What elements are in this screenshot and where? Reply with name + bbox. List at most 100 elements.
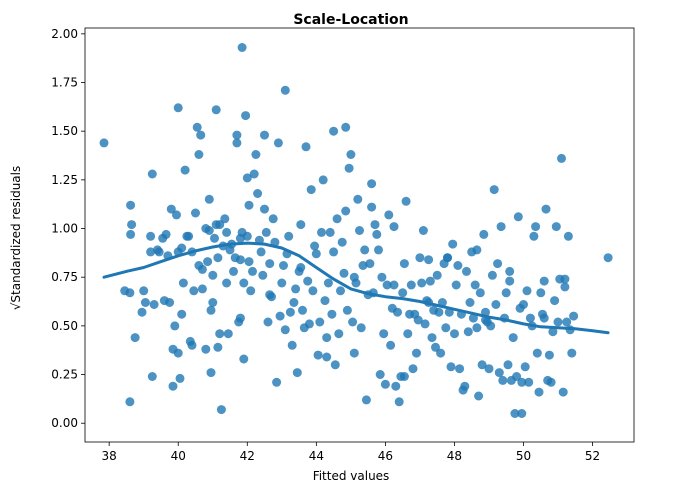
data-point xyxy=(187,340,197,350)
data-point xyxy=(154,247,164,257)
x-tick-label: 48 xyxy=(447,449,462,463)
data-point xyxy=(427,333,437,343)
data-point xyxy=(235,313,245,323)
data-point xyxy=(310,241,320,251)
data-point xyxy=(178,278,188,288)
data-point xyxy=(446,362,456,372)
data-point xyxy=(258,270,268,280)
data-point xyxy=(525,313,535,323)
data-point xyxy=(296,263,306,272)
data-point xyxy=(301,142,311,152)
data-point xyxy=(241,111,251,121)
x-tick-label: 52 xyxy=(585,449,600,463)
data-point xyxy=(412,348,421,358)
data-point xyxy=(192,122,202,132)
data-point xyxy=(425,276,435,286)
data-point xyxy=(399,259,409,269)
data-point xyxy=(308,286,318,296)
data-point xyxy=(558,387,568,397)
data-point xyxy=(374,245,383,255)
y-tick-label: 0.75 xyxy=(51,270,78,284)
data-point xyxy=(532,348,542,358)
data-point xyxy=(408,364,418,374)
data-point xyxy=(557,153,566,163)
data-point xyxy=(249,169,259,179)
data-point xyxy=(239,354,249,364)
data-point xyxy=(498,375,508,385)
data-point xyxy=(367,202,377,212)
data-point xyxy=(339,268,349,278)
data-point xyxy=(379,329,389,339)
data-point xyxy=(201,344,211,354)
data-point xyxy=(263,317,273,327)
data-point xyxy=(370,220,380,230)
data-point xyxy=(323,278,333,288)
data-point xyxy=(191,208,200,218)
data-point xyxy=(386,340,396,350)
data-point xyxy=(334,329,344,339)
data-point xyxy=(265,259,275,269)
data-point xyxy=(99,138,109,148)
data-point xyxy=(280,325,290,335)
data-point xyxy=(560,282,570,292)
data-point xyxy=(184,231,194,241)
data-point xyxy=(434,307,444,317)
data-point xyxy=(275,311,285,321)
data-point xyxy=(560,274,570,284)
data-point xyxy=(291,284,301,294)
data-point xyxy=(329,126,339,136)
data-point xyxy=(443,253,452,263)
data-point xyxy=(260,204,269,214)
data-point xyxy=(277,278,287,288)
data-point xyxy=(344,163,354,173)
data-point xyxy=(325,227,335,237)
data-point xyxy=(501,288,511,298)
data-point xyxy=(351,278,361,288)
data-point xyxy=(125,288,135,298)
data-point xyxy=(394,397,404,407)
data-point xyxy=(265,290,275,300)
data-point xyxy=(125,397,135,407)
data-point xyxy=(341,122,351,132)
data-point xyxy=(493,259,503,269)
data-point xyxy=(215,329,225,339)
data-point xyxy=(284,231,294,241)
data-point xyxy=(522,286,532,296)
data-point xyxy=(546,377,556,387)
data-point xyxy=(147,169,157,179)
chart-title: Scale-Location xyxy=(293,12,408,28)
data-point xyxy=(268,214,278,224)
data-point xyxy=(491,300,501,309)
data-point xyxy=(206,305,216,315)
x-tick-label: 38 xyxy=(102,449,117,463)
data-point xyxy=(484,364,494,374)
data-point xyxy=(365,259,375,269)
plot-area xyxy=(84,27,635,443)
data-point xyxy=(237,43,247,52)
data-point xyxy=(246,286,256,296)
data-point xyxy=(244,200,254,210)
x-axis-ticks: 38 40 42 44 46 48 50 52 xyxy=(102,442,600,463)
data-point xyxy=(329,247,339,257)
data-point xyxy=(330,360,340,370)
data-point xyxy=(475,288,485,298)
data-point xyxy=(465,298,475,307)
data-point xyxy=(510,409,520,418)
data-point xyxy=(211,105,221,115)
data-point xyxy=(204,226,214,235)
data-point xyxy=(216,405,226,415)
data-point xyxy=(126,200,136,210)
data-point xyxy=(168,381,178,391)
scatter-points xyxy=(99,43,613,418)
data-point xyxy=(463,327,473,337)
data-point xyxy=(165,298,175,307)
data-point xyxy=(567,348,577,358)
data-point xyxy=(348,317,358,327)
data-point xyxy=(519,300,528,309)
data-point xyxy=(175,373,185,383)
data-point xyxy=(194,150,204,159)
data-point xyxy=(474,391,484,401)
data-point xyxy=(534,387,544,397)
data-point xyxy=(341,206,351,216)
data-point xyxy=(398,288,408,298)
